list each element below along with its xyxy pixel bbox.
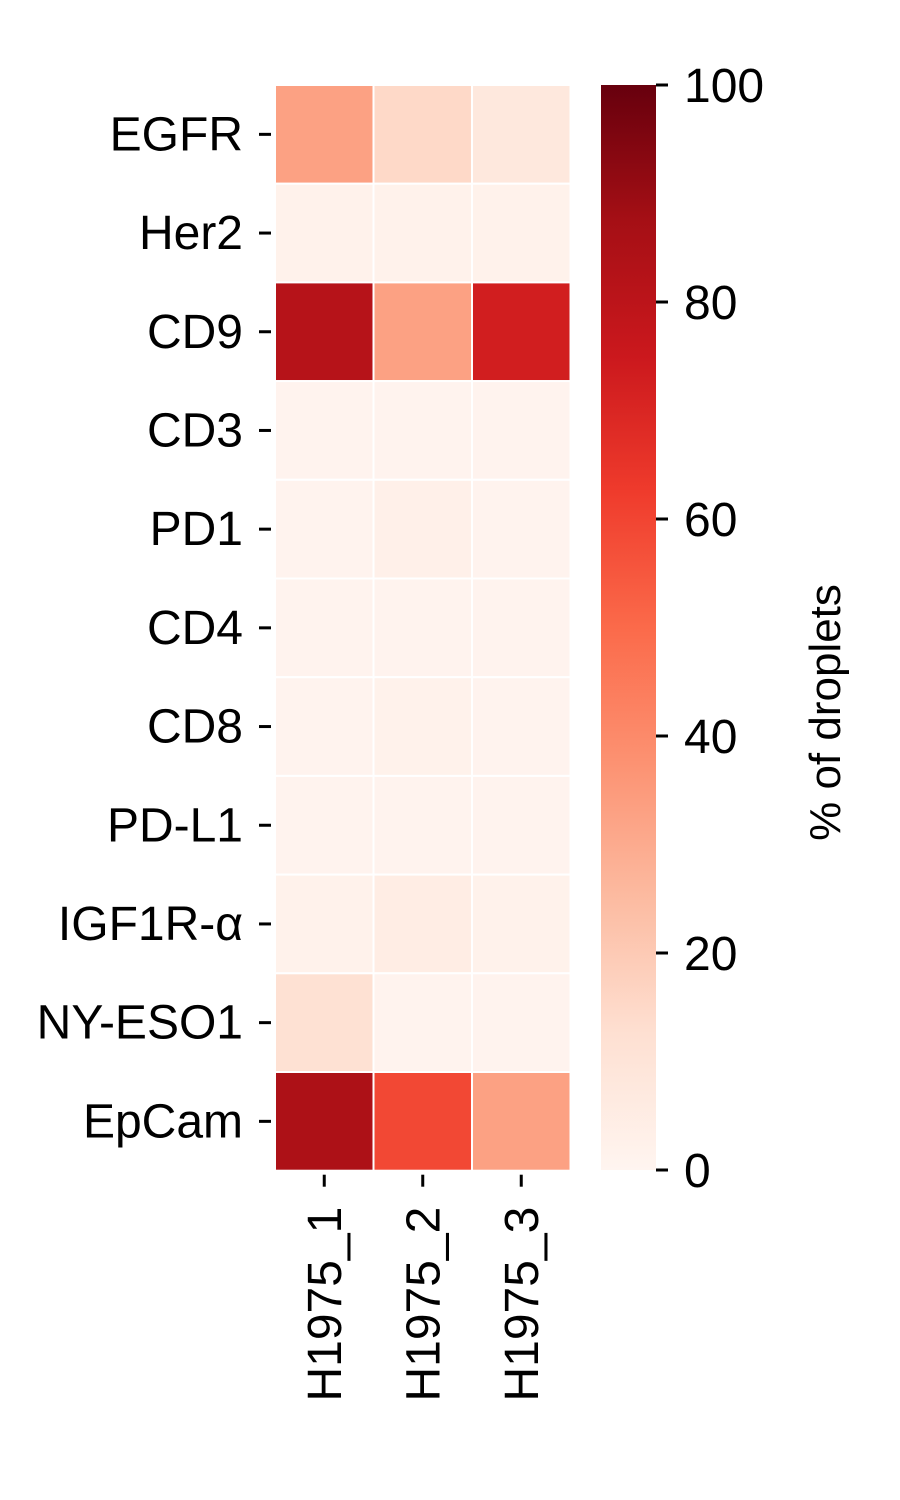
- heatmap-cell: [274, 380, 375, 481]
- heatmap-cell: [274, 84, 375, 185]
- heatmap-cell: [471, 577, 572, 679]
- colorbar-tick-label: 0: [684, 1145, 711, 1198]
- heatmap-cell: [274, 774, 375, 876]
- heatmap-cell: [372, 1071, 473, 1172]
- row-label: EpCam: [83, 1095, 243, 1148]
- heatmap-cell: [372, 281, 473, 383]
- heatmap-cell: [471, 84, 572, 185]
- heatmap-cell: [372, 84, 473, 185]
- column-label: H1975_1: [299, 1207, 352, 1402]
- heatmap-cell: [372, 972, 473, 1073]
- row-label: CD3: [147, 404, 243, 457]
- heatmap-cell: [471, 873, 572, 975]
- heatmap-cell: [471, 972, 572, 1073]
- row-label: NY-ESO1: [37, 997, 243, 1050]
- row-label: CD4: [147, 602, 243, 655]
- colorbar-tick-label: 20: [684, 928, 737, 981]
- heatmap-cells: [274, 84, 572, 1172]
- colorbar-label: % of droplets: [801, 584, 850, 841]
- row-label: IGF1R-α: [58, 898, 243, 951]
- heatmap-cell: [471, 478, 572, 580]
- heatmap-cell: [274, 478, 375, 580]
- heatmap-cell: [274, 577, 375, 679]
- heatmap-cell: [274, 873, 375, 975]
- heatmap-cell: [471, 1071, 572, 1172]
- heatmap-cell: [372, 478, 473, 580]
- row-label: PD1: [150, 503, 243, 556]
- colorbar-ticks: 0 20 40 60 80 100: [656, 60, 764, 1198]
- heatmap-cell: [274, 281, 375, 383]
- colorbar-gradient: [601, 85, 656, 1170]
- colorbar-tick-label: 100: [684, 60, 764, 113]
- colorbar-tick-label: 80: [684, 277, 737, 330]
- heatmap-cell: [372, 380, 473, 481]
- heatmap-cell: [274, 182, 375, 284]
- heatmap-cell: [372, 676, 473, 777]
- heatmap-cell: [274, 1071, 375, 1172]
- heatmap-cell: [372, 774, 473, 876]
- colorbar: 0 20 40 60 80 100 % of droplets: [601, 60, 850, 1198]
- colorbar-tick-label: 60: [684, 494, 737, 547]
- column-labels: H1975_1 H1975_2 H1975_3: [299, 1174, 549, 1402]
- heatmap-cell: [274, 972, 375, 1073]
- heatmap-cell: [372, 182, 473, 284]
- heatmap-cell: [471, 676, 572, 777]
- row-label: PD-L1: [107, 799, 243, 852]
- heatmap-cell: [471, 774, 572, 876]
- column-label: H1975_3: [496, 1207, 549, 1402]
- heatmap-cell: [372, 873, 473, 975]
- column-label: H1975_2: [398, 1207, 451, 1402]
- heatmap-cell: [274, 676, 375, 777]
- row-labels: EGFR Her2 CD9 CD3 PD1 CD4 CD8 PD-L1 IGF1R-α NY-ES…: [37, 108, 271, 1148]
- heatmap-cell: [471, 182, 572, 284]
- heatmap-cell: [471, 380, 572, 481]
- row-label: EGFR: [110, 108, 243, 161]
- colorbar-tick-label: 40: [684, 711, 737, 764]
- row-label: Her2: [139, 207, 243, 260]
- heatmap-cell: [471, 281, 572, 383]
- row-label: CD8: [147, 701, 243, 754]
- row-label: CD9: [147, 306, 243, 359]
- heatmap-cell: [372, 577, 473, 679]
